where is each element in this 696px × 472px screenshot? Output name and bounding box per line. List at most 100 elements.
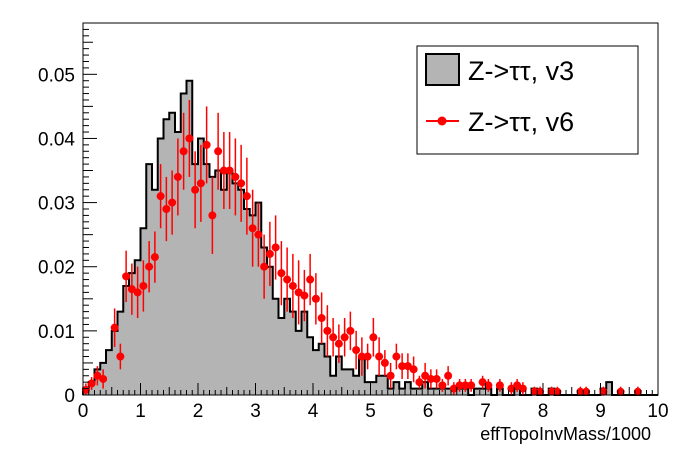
hist-bar	[134, 260, 141, 395]
hist-bar	[307, 337, 314, 395]
data-point	[536, 387, 545, 396]
y-tick-label: 0.04	[38, 129, 75, 150]
hist-bar	[606, 382, 613, 395]
histogram-layer	[82, 79, 658, 396]
hist-bar	[272, 298, 279, 395]
data-point	[380, 358, 389, 367]
hist-bar	[433, 388, 440, 395]
hist-bar	[336, 356, 343, 395]
hist-bar	[405, 382, 412, 395]
hist-bar	[278, 318, 285, 395]
hist-bar	[295, 330, 302, 395]
hist-bar	[186, 80, 193, 396]
legend: Z->ττ, v3 Z->ττ, v6	[416, 45, 639, 155]
x-tick-label: 9	[595, 401, 606, 422]
data-point	[265, 249, 274, 258]
x-tick-label: 0	[78, 401, 89, 422]
hist-bar	[192, 164, 199, 395]
hist-bar	[198, 138, 205, 395]
data-point	[599, 387, 608, 396]
data-point	[179, 147, 188, 156]
data-point	[208, 211, 217, 220]
data-point	[277, 269, 286, 278]
x-tick-label: 2	[193, 401, 204, 422]
data-point	[352, 346, 361, 355]
data-point	[133, 288, 142, 297]
legend-swatch-v3	[425, 53, 460, 86]
hist-bar	[474, 388, 481, 395]
x-tick-label: 1	[135, 401, 146, 422]
data-point	[150, 253, 159, 262]
x-tick-label: 5	[365, 401, 376, 422]
data-point	[432, 374, 441, 383]
hist-bar	[226, 170, 233, 395]
hist-bar	[106, 350, 113, 395]
x-tick-label: 6	[423, 401, 434, 422]
hist-bar	[175, 132, 182, 395]
data-point	[306, 275, 315, 284]
data-point	[553, 387, 562, 396]
data-point	[196, 179, 205, 188]
data-point	[455, 381, 464, 390]
data-point	[334, 339, 343, 348]
hist-bar	[261, 247, 268, 395]
hist-bar	[376, 375, 383, 395]
data-point	[288, 281, 297, 290]
hist-bar	[249, 215, 256, 395]
hist-bar	[445, 388, 452, 395]
data-point	[283, 275, 292, 284]
data-point	[329, 333, 338, 342]
data-point	[271, 243, 280, 252]
data-point	[168, 198, 177, 207]
data-point	[409, 365, 418, 374]
hist-bar	[387, 388, 394, 395]
x-tick-label: 7	[480, 401, 491, 422]
hist-bar	[255, 202, 262, 395]
data-point	[156, 192, 165, 201]
data-point	[317, 314, 326, 323]
data-point	[145, 262, 154, 271]
data-point	[116, 352, 125, 361]
data-point	[616, 387, 625, 396]
data-point	[495, 381, 504, 390]
hist-bar	[416, 388, 423, 395]
data-point	[547, 387, 556, 396]
hist-bar	[129, 273, 136, 395]
hist-bar	[479, 388, 486, 395]
data-point	[346, 326, 355, 335]
hist-bar	[232, 183, 239, 395]
data-point	[323, 326, 332, 335]
data-point	[484, 381, 493, 390]
hist-bar	[123, 285, 130, 395]
data-point	[173, 172, 182, 181]
data-point	[633, 387, 642, 396]
hist-bar	[290, 311, 297, 395]
hist-bar	[324, 356, 331, 395]
hist-bar	[215, 170, 222, 395]
data-point	[87, 379, 96, 388]
data-point	[254, 230, 263, 239]
data-point	[461, 381, 470, 390]
data-point	[191, 185, 200, 194]
axis-layer: 0 1 2 3 4 5 6 7 8 9 10 0 0.01 0.02 0.03 0.04 0.05	[38, 22, 669, 422]
hist-bar	[393, 382, 400, 395]
data-point	[392, 352, 401, 361]
data-point	[185, 134, 194, 143]
data-point	[415, 378, 424, 387]
data-point	[300, 291, 309, 300]
y-tick-label: 0.05	[38, 65, 75, 86]
data-point	[214, 147, 223, 156]
legend-marker-v6	[437, 116, 447, 126]
data-point	[357, 352, 366, 361]
data-point	[225, 166, 234, 175]
data-point	[582, 387, 591, 396]
hist-bar	[341, 369, 348, 395]
x-tick-label: 10	[647, 401, 668, 422]
legend-label-v3: Z->ττ, v3	[468, 56, 574, 86]
hist-bar	[399, 388, 406, 395]
hist-bar	[313, 350, 320, 395]
data-point	[363, 352, 372, 361]
hist-bar	[180, 93, 187, 395]
